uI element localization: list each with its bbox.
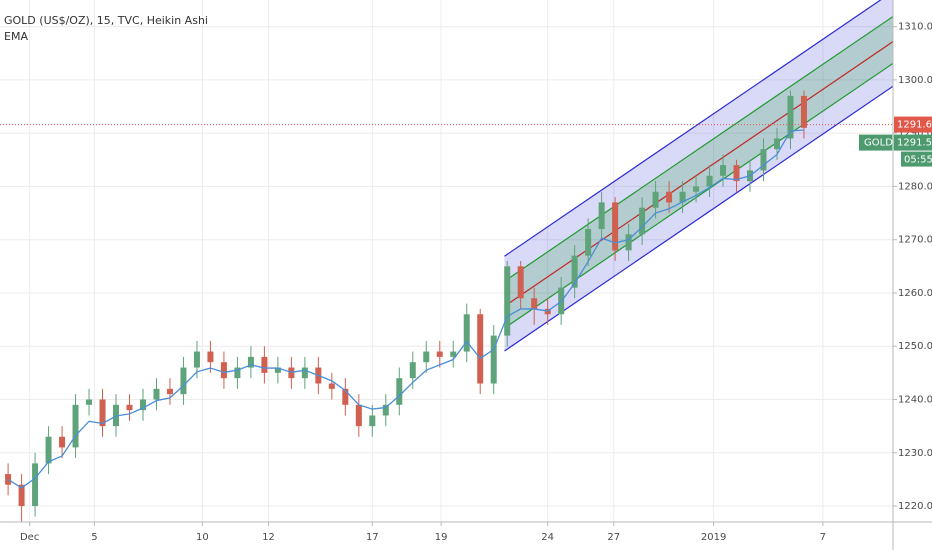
candle-body: [72, 404, 79, 448]
channel-band: [504, 16, 893, 329]
candle-body: [612, 202, 619, 251]
candle-body: [571, 255, 578, 288]
plot-area: [0, 0, 894, 522]
channel-line: [504, 41, 894, 307]
candle-body: [396, 378, 403, 405]
y-tick-label: 1300.00: [898, 75, 932, 86]
candle-body: [193, 351, 200, 368]
x-tick-label: 19: [435, 532, 448, 543]
candle-body: [639, 207, 646, 235]
candle-body: [86, 399, 93, 405]
candle-body: [787, 95, 794, 139]
candle-body: [382, 404, 389, 416]
candle-body: [261, 356, 268, 373]
y-tick-label: 1260.00: [898, 288, 932, 299]
candle-body: [733, 165, 740, 182]
candle-body: [652, 191, 659, 208]
x-tick-label: 24: [541, 532, 554, 543]
channel-line: [504, 16, 894, 282]
last-price-label: 1291.61: [897, 120, 932, 131]
y-tick-label: 1310.00: [898, 22, 932, 33]
candle-body: [436, 351, 443, 357]
candle-body: [45, 436, 52, 464]
candle-body: [693, 186, 700, 192]
candle-body: [531, 298, 538, 309]
y-tick-label: 1240.00: [898, 394, 932, 405]
candle-body: [517, 266, 524, 299]
indicator-name: EMA: [4, 30, 28, 43]
channel-line: [504, 0, 882, 257]
candle-body: [234, 367, 241, 379]
x-tick-label: 2019: [701, 532, 726, 543]
symbol-name: GOLD: [864, 138, 893, 149]
y-tick-label: 1290.00: [898, 128, 932, 139]
x-tick-label: 10: [196, 532, 209, 543]
candle-body: [139, 399, 146, 411]
price-tag-bg: [894, 116, 932, 133]
channel-band: [504, 0, 893, 352]
candle-body: [301, 367, 308, 379]
candle-body: [773, 138, 780, 150]
candle-body: [504, 266, 511, 336]
symbol-tag-bg: [859, 134, 932, 151]
x-tick-label: 5: [91, 532, 97, 543]
candle-body: [463, 314, 470, 352]
candle-body: [328, 383, 335, 389]
channel-line: [504, 62, 894, 329]
candle-body: [180, 367, 187, 395]
candle-body: [126, 404, 133, 411]
y-tick-label: 1280.00: [898, 181, 932, 192]
channel-line: [504, 85, 894, 352]
candle-body: [679, 191, 686, 203]
candle-body: [706, 175, 713, 187]
candle-body: [450, 351, 457, 357]
candle-body: [99, 399, 106, 427]
candle-body: [153, 388, 160, 400]
y-tick-label: 1250.00: [898, 341, 932, 352]
countdown-bg: [901, 151, 932, 167]
y-tick-label: 1220.00: [898, 501, 932, 512]
x-tick-label: 7: [820, 532, 826, 543]
symbol-price: 1291.51: [897, 138, 932, 149]
x-tick-label: 17: [366, 532, 379, 543]
x-tick-label: Dec: [20, 532, 39, 543]
candle-body: [369, 415, 376, 427]
candle-body: [274, 367, 281, 373]
candle-body: [409, 362, 416, 379]
candle-body: [59, 436, 66, 448]
candle-body: [355, 404, 362, 427]
countdown: 05:55: [904, 155, 932, 166]
ema-line: [7, 129, 805, 489]
candle-body: [477, 314, 484, 384]
candle-body: [760, 149, 767, 171]
candle-body: [342, 388, 349, 405]
candle-body: [18, 484, 25, 507]
y-tick-label: 1230.00: [898, 448, 932, 459]
candle-body: [800, 95, 807, 128]
candle-body: [32, 463, 39, 507]
candle-body: [720, 165, 727, 176]
candle-body: [423, 351, 430, 363]
candle-body: [490, 335, 497, 384]
candle-body: [598, 202, 605, 230]
candle-body: [625, 234, 632, 251]
candle-body: [220, 362, 227, 379]
x-tick-label: 12: [262, 532, 275, 543]
y-tick-label: 1270.00: [898, 235, 932, 246]
x-tick-label: 27: [607, 532, 620, 543]
candle-body: [585, 229, 592, 256]
candle-body: [166, 388, 173, 395]
candle-body: [666, 191, 673, 203]
chart-title: GOLD (US$/OZ), 15, TVC, Heikin Ashi: [4, 14, 208, 27]
candle-body: [207, 351, 214, 363]
candle-body: [247, 356, 254, 368]
